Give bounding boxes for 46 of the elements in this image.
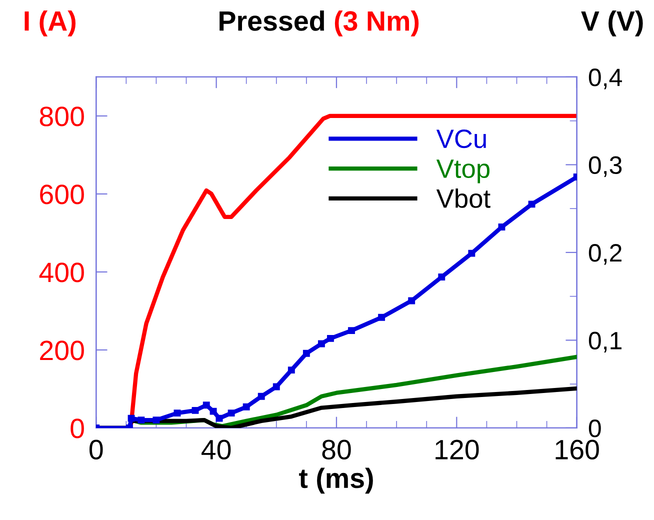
chart-title: Pressed <box>220 10 324 31</box>
point <box>272 383 280 390</box>
legend-label: Vtop <box>436 160 490 184</box>
y-tick-label: 800 <box>40 106 84 126</box>
point <box>438 274 446 281</box>
y2-axis-title: V (V) <box>581 10 643 36</box>
point <box>228 410 235 417</box>
point <box>174 410 181 417</box>
x-tick-label: 80 <box>322 440 351 460</box>
point <box>302 350 310 357</box>
legend-label: Vbot <box>436 188 490 208</box>
y-tick-label: 0 <box>70 418 84 438</box>
point <box>468 250 476 257</box>
point <box>327 334 334 342</box>
y-axis-title: I (A) <box>24 10 76 36</box>
chart-subtitle: (3 Nm) <box>334 10 419 36</box>
point <box>216 414 223 422</box>
point <box>210 408 217 415</box>
legend-label: VCu <box>436 129 486 148</box>
point <box>202 402 210 409</box>
point <box>138 416 145 424</box>
point <box>498 224 506 230</box>
y-tick-label: 400 <box>39 262 84 282</box>
point <box>318 340 325 348</box>
point <box>408 297 416 304</box>
point <box>152 416 160 424</box>
point <box>128 414 135 422</box>
point <box>378 314 386 321</box>
y2-tick-label: 0,2 <box>588 244 622 265</box>
y2-tick-label: 0,3 <box>588 156 622 177</box>
point <box>192 406 199 414</box>
x-tick-label: 160 <box>556 440 599 460</box>
x-axis-title: t (ms) <box>299 468 373 494</box>
point <box>258 392 265 400</box>
x-tick-label: 40 <box>202 440 231 460</box>
point <box>528 200 536 208</box>
point <box>288 366 295 374</box>
x-tick-label: 120 <box>436 440 479 460</box>
point <box>242 403 250 410</box>
x-tick-label: 0 <box>90 440 103 460</box>
y2-tick-label: 0,4 <box>588 68 622 90</box>
y-tick-label: 200 <box>40 340 84 360</box>
y2-tick-label: 0,1 <box>588 332 622 352</box>
point <box>348 327 355 334</box>
y-tick-label: 600 <box>40 184 84 204</box>
y2-tick-label: 0 <box>588 420 601 438</box>
